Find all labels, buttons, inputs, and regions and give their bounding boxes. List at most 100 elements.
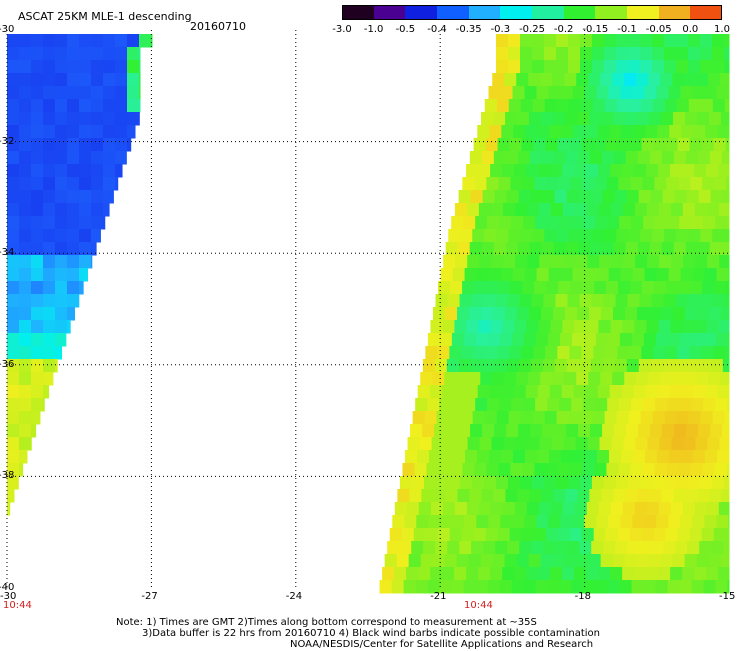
left-swath-cell: [7, 294, 20, 308]
right-swath-cell: [678, 281, 691, 295]
right-swath-cell: [619, 333, 633, 347]
left-swath-cell: [79, 177, 92, 191]
right-swath-cell: [665, 346, 678, 360]
right-swath-cell: [609, 125, 622, 139]
right-swath-cell: [632, 268, 646, 282]
right-swath-cell: [470, 359, 484, 373]
right-swath-cell: [726, 281, 730, 295]
right-swath-cell: [669, 385, 683, 399]
right-swath-cell: [521, 528, 535, 542]
right-swath-cell: [664, 34, 677, 48]
right-swath-cell: [700, 47, 713, 61]
right-swath-cell: [701, 138, 715, 152]
right-swath-cell: [591, 294, 605, 308]
right-swath-cell: [445, 489, 458, 503]
colorbar-tick-label: -0.35: [455, 24, 482, 35]
right-swath-cell: [487, 580, 501, 594]
colorbar-frame: [342, 5, 722, 20]
right-swath-cell: [709, 151, 723, 165]
left-swath-cell: [115, 112, 128, 126]
right-swath-cell: [711, 294, 725, 308]
right-swath-cell: [528, 372, 541, 386]
right-swath-cell: [636, 307, 650, 321]
right-swath-cell: [511, 216, 524, 230]
right-swath-cell: [495, 294, 509, 308]
right-swath-cell: [721, 112, 730, 126]
right-swath-cell: [528, 554, 542, 568]
right-swath-cell: [490, 567, 503, 581]
right-swath-cell: [468, 307, 482, 321]
right-swath-cell: [658, 567, 671, 581]
right-swath-cell: [477, 450, 490, 464]
left-swath-cell: [19, 385, 32, 399]
left-swath-cell: [79, 164, 92, 178]
left-swath-cell: [19, 99, 32, 113]
right-swath-cell: [519, 476, 533, 490]
right-swath-cell: [625, 489, 638, 503]
colorbar-segment: [690, 5, 723, 20]
right-swath-cell: [685, 489, 698, 503]
left-swath-cell: [127, 112, 140, 126]
right-swath-cell: [585, 125, 598, 139]
right-swath-cell: [607, 580, 621, 594]
left-swath-cell: [43, 164, 56, 178]
right-swath-cell: [658, 203, 672, 217]
left-swath-cell: [91, 151, 104, 165]
left-swath-cell: [19, 242, 32, 256]
right-swath-cell: [540, 372, 553, 386]
right-swath-cell: [460, 229, 473, 243]
colorbar-tick-label: -0.5: [395, 24, 416, 35]
right-swath-cell: [512, 515, 525, 529]
left-swath-cell: [55, 333, 67, 347]
right-swath-cell: [550, 164, 563, 178]
right-swath-cell: [504, 554, 518, 568]
left-swath-cell: [127, 34, 140, 48]
left-swath-cell: [55, 138, 68, 152]
right-swath-cell: [494, 359, 508, 373]
left-swath-cell: [67, 216, 80, 230]
left-swath-cell: [67, 190, 80, 204]
right-swath-cell: [406, 502, 420, 516]
right-swath-cell: [391, 580, 405, 594]
right-swath-cell: [584, 515, 597, 529]
left-swath-cell: [7, 112, 20, 126]
right-swath-cell: [417, 385, 431, 399]
left-swath-cell: [7, 450, 20, 464]
right-swath-cell: [667, 216, 680, 230]
right-swath-cell: [469, 489, 482, 503]
right-swath-cell: [705, 385, 719, 399]
left-swath-cell: [31, 437, 32, 451]
left-swath-cell: [43, 216, 56, 230]
left-swath-cell: [67, 307, 76, 321]
right-swath-cell: [642, 177, 655, 191]
right-swath-cell: [686, 190, 700, 204]
left-swath-cell: [43, 47, 56, 61]
footer-note-2: 3)Data buffer is 22 hrs from 20160710 4)…: [142, 628, 600, 639]
right-swath-cell: [532, 60, 545, 74]
right-swath-cell: [622, 502, 636, 516]
right-swath-cell: [668, 515, 681, 529]
left-swath-cell: [103, 60, 116, 74]
right-swath-cell: [508, 34, 521, 48]
right-swath-cell: [541, 489, 554, 503]
left-swath-cell: [67, 125, 80, 139]
right-swath-cell: [451, 333, 465, 347]
right-swath-cell: [454, 320, 467, 334]
right-swath-cell: [536, 86, 550, 100]
right-swath-cell: [605, 346, 618, 360]
right-swath-cell: [669, 125, 682, 139]
right-swath-cell: [540, 554, 554, 568]
right-swath-cell: [489, 125, 502, 139]
right-swath-cell: [660, 73, 673, 87]
right-swath-cell: [640, 34, 653, 48]
left-swath-cell: [103, 203, 110, 217]
left-swath-cell: [19, 320, 32, 334]
right-swath-cell: [654, 177, 667, 191]
right-swath-cell: [691, 580, 705, 594]
right-swath-cell: [638, 359, 652, 373]
right-swath-cell: [613, 242, 627, 256]
right-swath-cell: [718, 203, 730, 217]
right-swath-cell: [593, 346, 606, 360]
left-swath-cell: [7, 268, 20, 282]
right-swath-cell: [503, 437, 517, 451]
